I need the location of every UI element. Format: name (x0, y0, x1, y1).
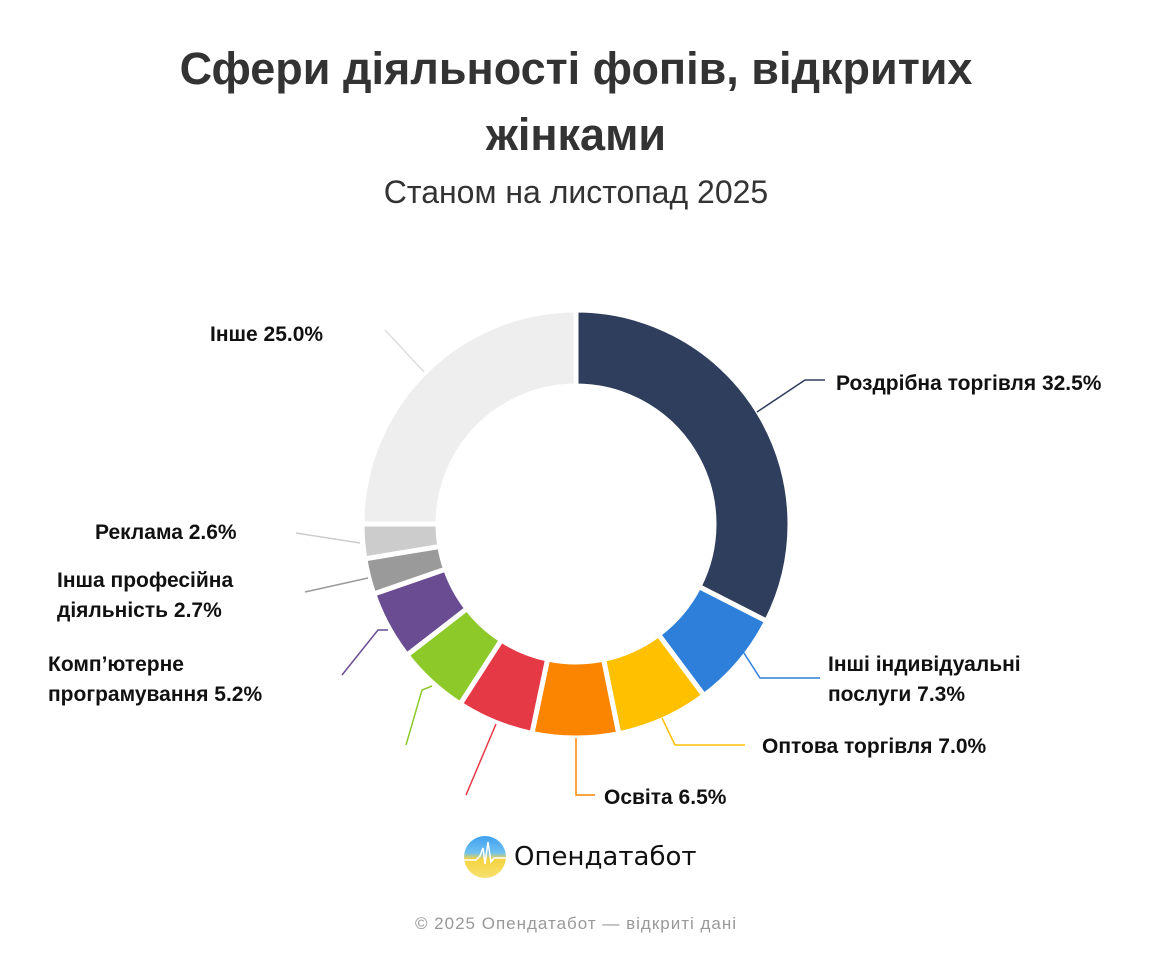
brand: Опендатабот (464, 836, 697, 878)
label-line: Комп’ютерне (48, 653, 184, 676)
chart-title: Сфери діяльності фопів, відкритих жінкам… (0, 36, 1152, 168)
label-advertising: Реклама 2.6% (95, 521, 237, 544)
title-line-1: Сфери діяльності фопів, відкритих (179, 43, 973, 94)
donut-slice (359, 307, 579, 527)
label-education: Освіта 6.5% (604, 786, 727, 809)
label-other: Інше 25.0% (210, 323, 324, 346)
leader-line (741, 649, 820, 679)
label-line: Інша професійна (57, 569, 234, 592)
leader-line (341, 629, 388, 676)
label-retail: Роздрібна торгівля 32.5% (836, 372, 1102, 395)
label-line: Інші індивідуальні (828, 653, 1021, 676)
chart-subtitle: Станом на листопад 2025 (383, 174, 769, 210)
label-wholesale: Оптова торгівля 7.0% (762, 735, 987, 758)
leader-line (304, 577, 369, 593)
label-line: послуги 7.3% (828, 683, 966, 706)
label-line: діяльність 2.7% (57, 599, 222, 622)
leader-line (405, 685, 433, 746)
leader-line (661, 717, 745, 746)
brand-logo-icon (464, 836, 506, 878)
leader-line (384, 329, 425, 373)
donut-slice (573, 307, 793, 624)
leader-line (465, 723, 497, 796)
footer-copyright: © 2025 Опендатабот — відкриті дані (414, 914, 738, 933)
leader-line (295, 532, 361, 544)
leader-line (575, 738, 595, 796)
title-line-2: жінками (485, 109, 667, 160)
brand-name: Опендатабот (514, 842, 697, 872)
label-other-individual-services: Інші індивідуальні послуги 7.3% (828, 650, 1021, 710)
leader-line (756, 379, 825, 413)
label-other-professional: Інша професійна діяльність 2.7% (57, 566, 233, 626)
label-line: програмування 5.2% (48, 683, 263, 706)
label-programming: Комп’ютерне програмування 5.2% (48, 650, 262, 710)
